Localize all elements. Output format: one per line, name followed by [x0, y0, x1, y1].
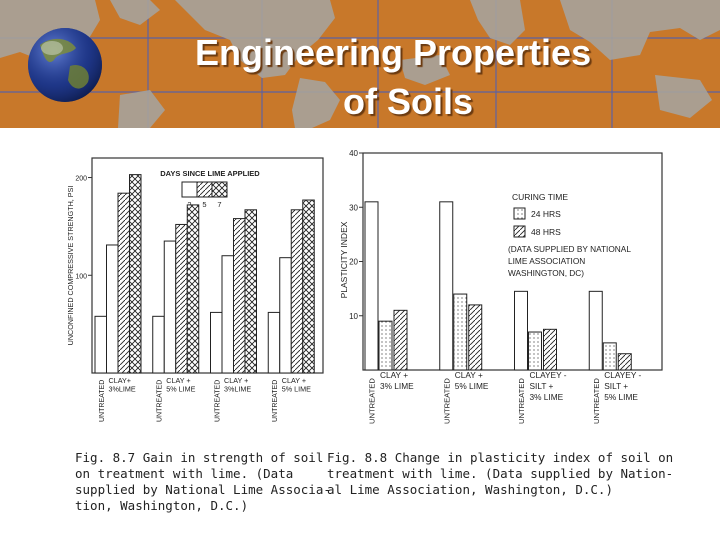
chart1-legend-swatch [196, 181, 213, 198]
chart2-group-untreated-label: UNTREATED [517, 378, 526, 424]
chart2-legend-label: 48 HRS [531, 227, 561, 237]
chart2-note: WASHINGTON, DC) [508, 268, 584, 278]
chart1-group-label: CLAY+ [109, 376, 131, 385]
figure-area: 100 200 UNCONFINED COMPRESSIVE STRENGTH, P… [0, 140, 720, 540]
chart1-bar [106, 244, 119, 374]
chart2-ytick-label: 10 [349, 312, 358, 321]
chart1-bar [279, 257, 292, 374]
chart2-legend-title: CURING TIME [512, 192, 568, 202]
chart1-group-label: CLAY + [282, 376, 306, 385]
chart1-bar [244, 209, 257, 374]
chart2-legend-swatch [513, 225, 526, 238]
chart2-bar [468, 304, 483, 371]
chart1-ytick-label: 200 [75, 176, 87, 183]
chart2-ytick-label: 20 [349, 258, 358, 267]
globe-icon [28, 28, 102, 102]
world-map-background [0, 0, 720, 128]
chart1-legend-title: DAYS SINCE LIME APPLIED [160, 169, 260, 178]
chart1-bar [221, 255, 234, 374]
chart1-legend-swatch [211, 181, 228, 198]
chart1-bar [163, 240, 177, 374]
chart2-bar-untreated [588, 290, 603, 371]
chart1-group-untreated-label: UNTREATED [272, 380, 279, 422]
chart2-bar [617, 353, 632, 371]
slide-title: Engineering Properties of Soils [0, 0, 720, 128]
chart2-bar [378, 320, 393, 371]
chart1-bar [175, 223, 188, 374]
chart2-note: (DATA SUPPLIED BY NATIONAL [508, 244, 631, 254]
chart1-group-untreated-label: UNTREATED [214, 380, 221, 422]
chart1-bar-untreated [94, 315, 107, 374]
chart1-bar-untreated [210, 311, 223, 374]
chart1-bar [117, 192, 130, 374]
chart2-group-label: SILT + [604, 381, 628, 391]
chart2-group-label: 3% LIME [530, 392, 564, 402]
chart2-group-label: CLAYEY - [604, 370, 641, 380]
chart2-bar [543, 328, 557, 371]
chart1-bar [129, 174, 142, 374]
chart1-ylabel: UNCONFINED COMPRESSIVE STRENGTH, PSI [66, 186, 75, 346]
title-banner: Engineering Properties of Soils [0, 0, 720, 128]
chart2-note: LIME ASSOCIATION [508, 256, 585, 266]
chart2-group-label: 3% LIME [380, 381, 414, 391]
chart1-group-label: 3%LIME [109, 385, 136, 394]
chart1-group-label: CLAY + [166, 376, 190, 385]
chart1-group-label: 5% LIME [282, 385, 311, 394]
caption-fig-8-8: Fig. 8.8 Change in plasticity index of s… [327, 450, 674, 497]
chart2-bar [528, 331, 542, 371]
chart1-bar [186, 204, 200, 374]
chart2-bar [453, 293, 468, 371]
chart1-group-untreated-label: UNTREATED [157, 380, 164, 422]
chart1-bar-untreated [152, 315, 165, 374]
chart1-bar-untreated [267, 311, 281, 374]
caption-fig-8-7: Fig. 8.7 Gain in strength of soil on tre… [75, 450, 331, 513]
chart1-bar [302, 199, 315, 374]
chart2-group-untreated-label: UNTREATED [592, 378, 601, 424]
chart2-legend-label: 24 HRS [531, 209, 561, 219]
chart1-bar [290, 209, 304, 374]
chart2-group-untreated-label: UNTREATED [442, 378, 451, 424]
chart1-ytick-label: 100 [75, 273, 87, 280]
chart2-bar [393, 309, 408, 371]
chart2-ylabel: PLASTICITY INDEX [339, 221, 349, 298]
slide-title-line1: Engineering Properties [195, 32, 592, 73]
chart1-legend-swatch [181, 181, 198, 198]
chart2-bar-untreated [439, 201, 454, 371]
chart1-legend-key: 5 [202, 200, 206, 209]
chart1-bar [233, 218, 246, 374]
chart2-group-untreated-label: UNTREATED [368, 378, 377, 424]
chart1-group-label: 3%LIME [224, 385, 251, 394]
slide-title-line2: of Soils [343, 81, 474, 122]
chart2-group-label: 5% LIME [604, 392, 638, 402]
chart2-group-label: SILT + [530, 381, 554, 391]
chart1-group-untreated-label: UNTREATED [99, 380, 106, 422]
chart2-legend-swatch [513, 207, 526, 220]
chart1-legend-key: 7 [217, 200, 221, 209]
chart2-ytick-label: 30 [349, 203, 358, 212]
chart1-group-label: 5% LIME [166, 385, 195, 394]
chart1-group-label: CLAY + [224, 376, 248, 385]
chart2-bar [602, 342, 617, 371]
chart-plasticity-index: 10 20 30 40 PLASTICITY INDEX CURING TIME 24 HR… [339, 149, 663, 424]
chart2-group-label: CLAY + [455, 370, 483, 380]
chart2-ytick-label: 40 [349, 149, 358, 158]
chart2-bar-untreated [364, 201, 379, 371]
chart2-group-label: CLAY + [380, 370, 408, 380]
chart2-group-label: CLAYEY - [530, 370, 567, 380]
chart2-bar-untreated [514, 290, 528, 371]
chart2-group-label: 5% LIME [455, 381, 489, 391]
chart1-frame [91, 157, 324, 374]
